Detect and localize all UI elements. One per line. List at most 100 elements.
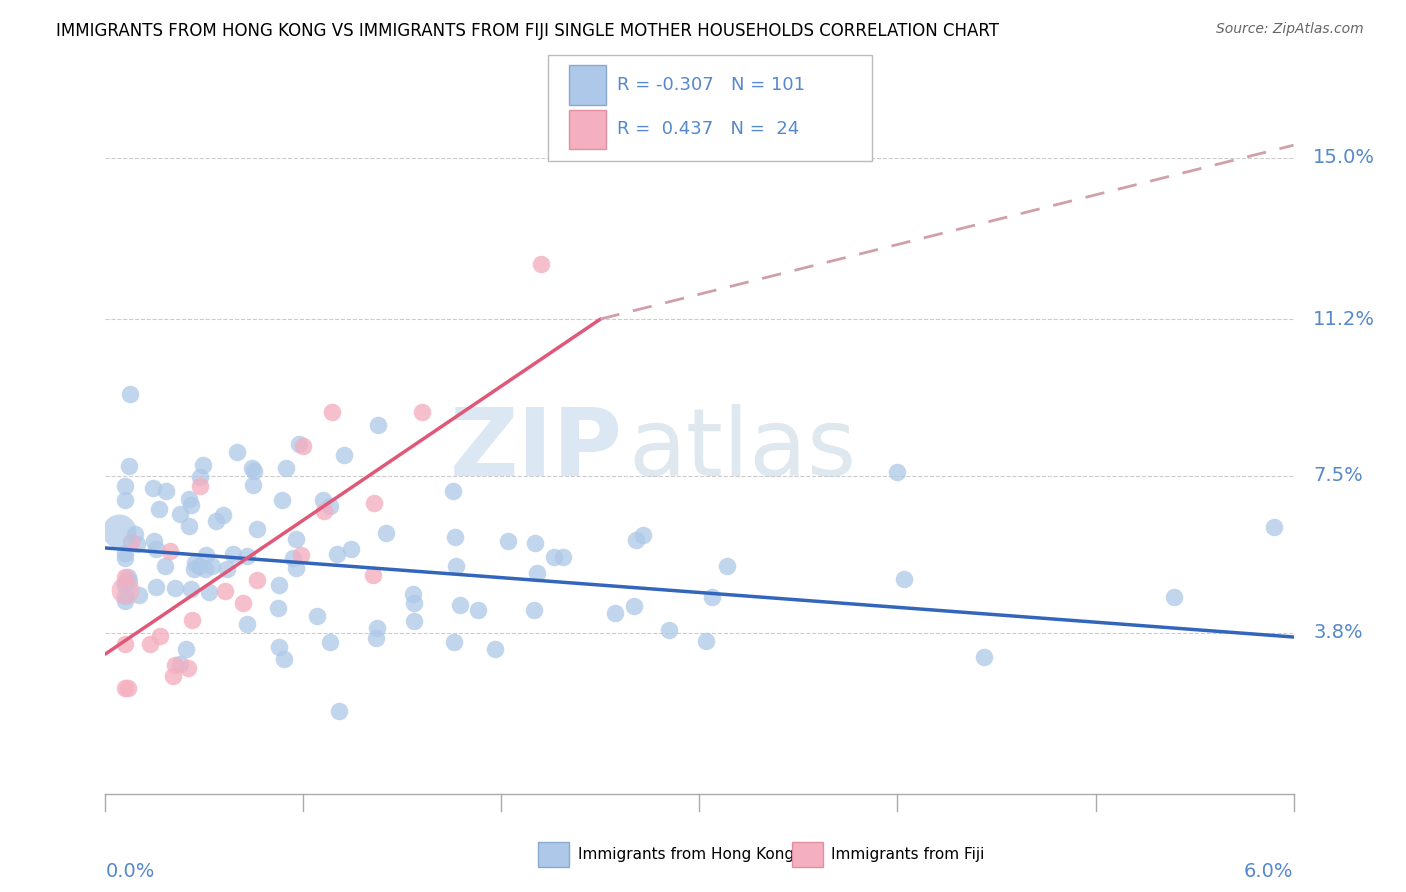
- Point: [118, 574, 141, 588]
- Point: [243, 464, 266, 478]
- Point: [319, 499, 342, 513]
- Point: [114, 589, 136, 603]
- Point: [319, 635, 342, 649]
- Point: [340, 541, 363, 556]
- Point: [118, 458, 141, 473]
- Point: [1263, 520, 1285, 534]
- Point: [114, 551, 136, 566]
- Point: [553, 549, 575, 564]
- Point: [695, 634, 717, 648]
- Text: ZIP: ZIP: [450, 404, 623, 497]
- Point: [467, 603, 489, 617]
- Point: [288, 437, 311, 451]
- Point: [658, 623, 681, 637]
- Point: [114, 492, 136, 507]
- Point: [128, 588, 150, 602]
- Point: [240, 460, 263, 475]
- Point: [893, 572, 915, 586]
- Point: [526, 566, 548, 580]
- Point: [1163, 590, 1185, 604]
- Point: [269, 578, 291, 592]
- Point: [118, 387, 141, 401]
- Point: [973, 650, 995, 665]
- Point: [284, 560, 307, 574]
- Point: [214, 584, 236, 599]
- Text: 6.0%: 6.0%: [1244, 862, 1294, 880]
- Point: [183, 562, 205, 576]
- Point: [270, 493, 292, 508]
- Point: [285, 532, 308, 546]
- Point: [441, 483, 464, 498]
- Point: [179, 519, 201, 533]
- Point: [402, 614, 425, 628]
- Point: [114, 479, 136, 493]
- Point: [114, 546, 136, 560]
- Point: [188, 478, 211, 492]
- Point: [188, 559, 211, 574]
- Point: [149, 629, 172, 643]
- Point: [321, 405, 343, 419]
- Point: [273, 652, 295, 666]
- Point: [363, 496, 385, 510]
- Point: [124, 526, 146, 541]
- Point: [236, 549, 259, 563]
- Point: [117, 570, 139, 584]
- Text: R = -0.307   N = 101: R = -0.307 N = 101: [617, 76, 806, 94]
- Point: [181, 614, 204, 628]
- Point: [530, 257, 553, 271]
- Point: [232, 597, 254, 611]
- Point: [702, 591, 724, 605]
- Text: Source: ZipAtlas.com: Source: ZipAtlas.com: [1216, 22, 1364, 37]
- Point: [267, 601, 290, 615]
- Point: [543, 549, 565, 564]
- Point: [443, 530, 465, 544]
- Point: [212, 508, 235, 522]
- Point: [177, 491, 200, 506]
- Point: [180, 582, 202, 597]
- Point: [198, 585, 221, 599]
- Text: 3.8%: 3.8%: [1313, 624, 1362, 642]
- Point: [364, 631, 387, 645]
- Point: [523, 603, 546, 617]
- Point: [328, 704, 350, 718]
- Point: [443, 635, 465, 649]
- Point: [716, 559, 738, 574]
- Point: [307, 609, 329, 624]
- Point: [180, 499, 202, 513]
- Text: R =  0.437   N =  24: R = 0.437 N = 24: [617, 120, 800, 138]
- Point: [205, 515, 228, 529]
- Point: [523, 536, 546, 550]
- Point: [624, 533, 647, 548]
- Point: [145, 542, 167, 557]
- Point: [169, 507, 191, 521]
- Point: [367, 418, 389, 433]
- Point: [484, 642, 506, 657]
- Point: [245, 573, 267, 587]
- Point: [143, 534, 166, 549]
- Point: [449, 598, 471, 612]
- Point: [184, 556, 207, 570]
- Point: [169, 657, 191, 672]
- Point: [114, 681, 136, 695]
- Point: [194, 562, 217, 576]
- Point: [163, 658, 186, 673]
- Point: [444, 559, 467, 574]
- Point: [290, 548, 312, 562]
- Point: [139, 637, 162, 651]
- Point: [215, 562, 238, 576]
- Point: [225, 445, 247, 459]
- Point: [411, 405, 433, 419]
- Point: [159, 544, 181, 558]
- Text: 7.5%: 7.5%: [1313, 467, 1362, 485]
- Point: [363, 567, 385, 582]
- Point: [145, 581, 167, 595]
- Point: [603, 607, 626, 621]
- Point: [886, 465, 908, 479]
- Point: [120, 535, 142, 549]
- Text: IMMIGRANTS FROM HONG KONG VS IMMIGRANTS FROM FIJI SINGLE MOTHER HOUSEHOLDS CORRE: IMMIGRANTS FROM HONG KONG VS IMMIGRANTS …: [56, 22, 1000, 40]
- Text: Immigrants from Fiji: Immigrants from Fiji: [831, 847, 984, 862]
- Point: [326, 548, 349, 562]
- Point: [163, 581, 186, 595]
- Text: 11.2%: 11.2%: [1313, 310, 1375, 328]
- Point: [114, 583, 136, 598]
